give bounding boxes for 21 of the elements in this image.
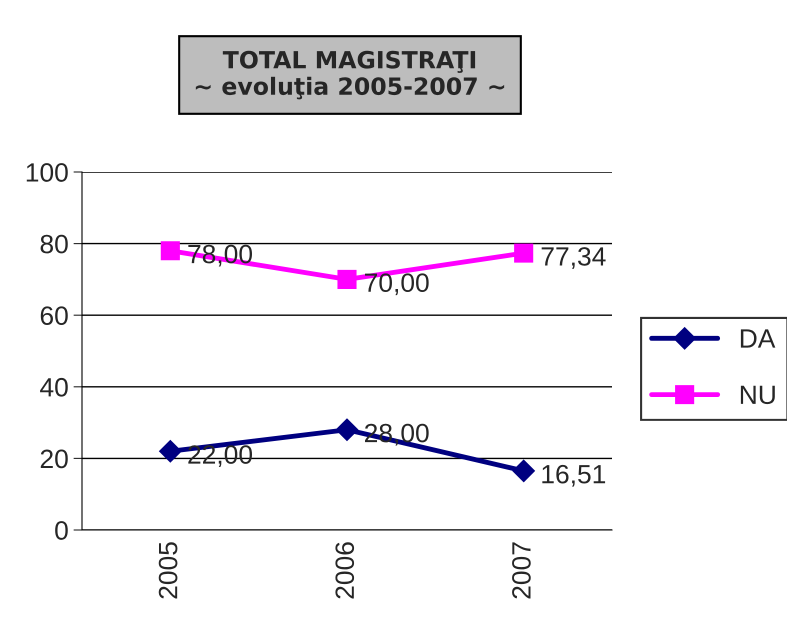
y-tick-label: 80: [40, 234, 68, 254]
y-tick-label: 60: [40, 306, 68, 326]
legend-label: DA: [740, 329, 776, 348]
y-tick-label: 40: [40, 378, 68, 397]
point: [336, 418, 358, 442]
chart-title: TOTAL MAGISTRAŢI ~ evoluţia 2005-2007 ~: [196, 50, 504, 100]
data-label: 70,00: [365, 273, 429, 296]
y-tick-label: 100: [26, 163, 68, 182]
x-tick-label: 2006: [335, 542, 354, 598]
y-tick-label: 0: [55, 521, 68, 540]
x-tick-label: 2005: [158, 542, 178, 598]
data-label: 77,34: [542, 247, 606, 269]
legend-label: NU: [740, 386, 775, 404]
point: [514, 244, 534, 263]
data-label: 16,51: [542, 464, 606, 487]
point: [512, 460, 535, 482]
point: [337, 270, 357, 289]
x-tick-label: 2007: [512, 542, 531, 598]
y-tick-label: 20: [40, 450, 68, 468]
point: [160, 241, 180, 260]
point: [159, 440, 182, 463]
